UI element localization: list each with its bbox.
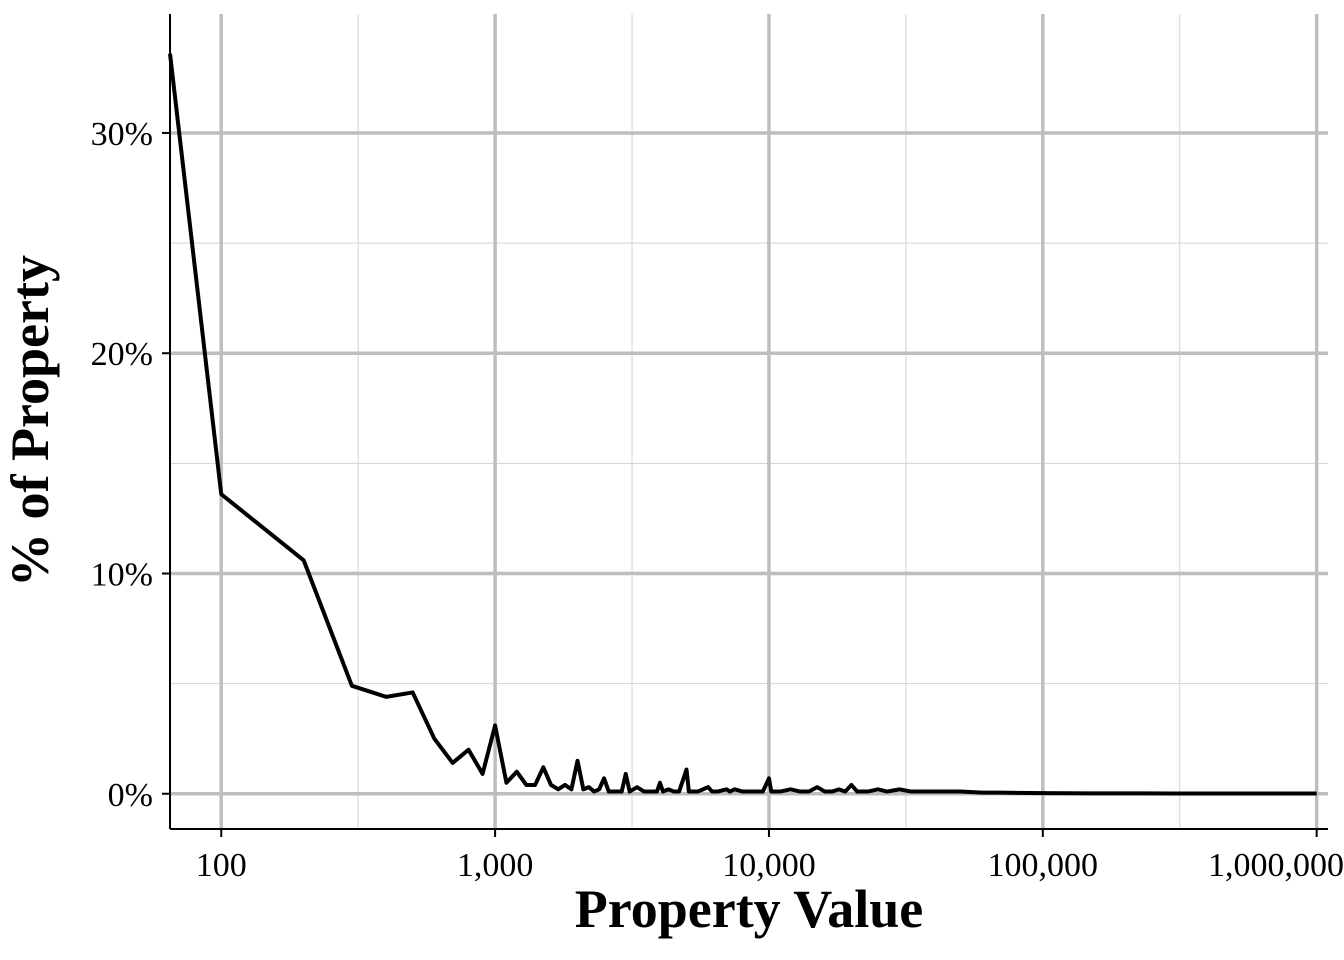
minor-grid	[170, 14, 1328, 829]
x-tick-label: 1,000	[457, 847, 534, 884]
series-layer	[168, 53, 1317, 796]
y-tick-labels: 0% 10% 20% 30%	[91, 116, 170, 814]
series-line	[168, 53, 1317, 796]
x-tick-label: 10,000	[722, 847, 816, 884]
y-tick-label: 20%	[91, 336, 153, 373]
y-tick-label: 10%	[91, 556, 153, 593]
x-tick-label: 1,000,000	[1208, 847, 1344, 884]
y-tick-label: 0%	[108, 777, 153, 814]
y-axis-title: % of Property	[0, 255, 60, 587]
major-grid	[170, 14, 1328, 829]
x-tick-labels: 100 1,000 10,000 100,000 1,000,000	[196, 829, 1344, 884]
x-tick-label: 100,000	[988, 847, 1099, 884]
x-tick-label: 100	[196, 847, 247, 884]
x-axis-title: Property Value	[575, 879, 924, 939]
y-tick-label: 30%	[91, 116, 153, 153]
